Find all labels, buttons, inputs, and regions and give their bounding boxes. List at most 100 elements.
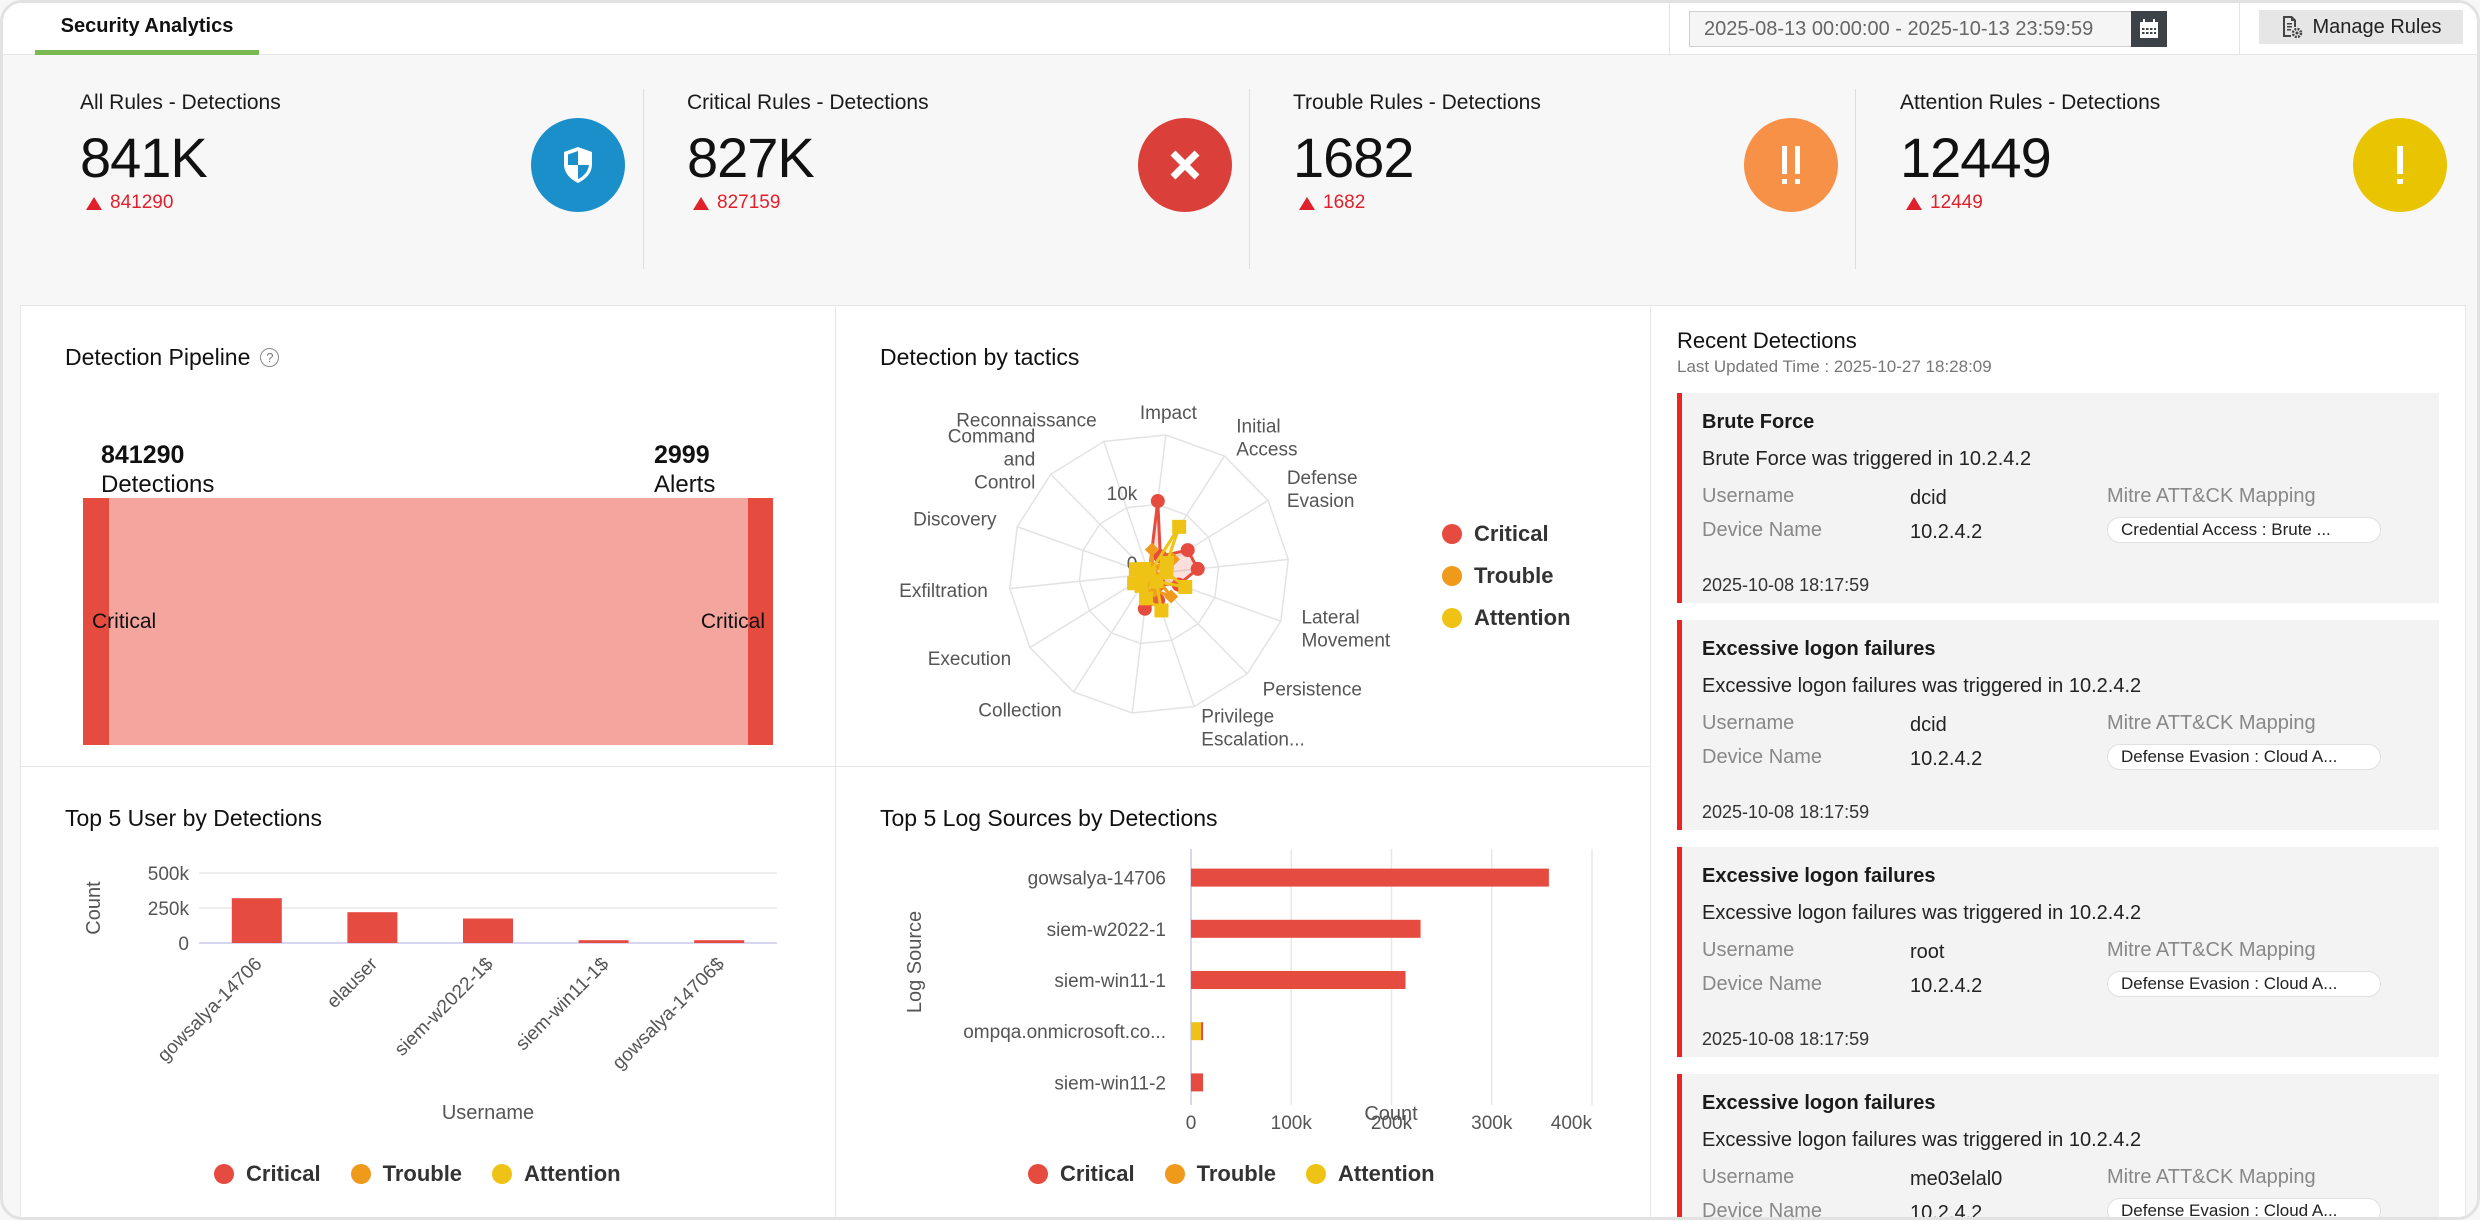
bar-critical[interactable] (578, 940, 629, 943)
device-name-value: 10.2.4.2 (1910, 975, 1983, 997)
legend-label: Attention (1338, 1161, 1435, 1186)
date-range-input[interactable]: 2025-08-13 00:00:00 - 2025-10-13 23:59:5… (1704, 17, 2094, 40)
shield-icon (531, 118, 625, 212)
detection-by-tactics-card: Detection by tactics Impact Initial Access… (835, 305, 1651, 767)
kpi-value: 827K (687, 126, 815, 189)
detection-pipeline-card: Detection Pipeline? 841290 Detections 29… (20, 305, 836, 767)
pipeline-right-label: Alerts (654, 471, 715, 498)
mitre-mapping-label: Mitre ATT&CK Mapping (2107, 485, 2316, 507)
username-value: dcid (1910, 714, 1947, 736)
bar-attention[interactable] (1191, 1022, 1202, 1041)
radar-tick-label: 10k (1107, 484, 1138, 505)
manage-rules-button[interactable]: Manage Rules (2259, 10, 2463, 44)
y-axis-label: Count (83, 881, 105, 935)
bar-critical[interactable] (1191, 868, 1549, 887)
top-log-sources-bar-chart: 0 100k 200k 300k 400k Count Log Source gowsalya… (904, 849, 1593, 1134)
help-icon[interactable]: ? (260, 348, 280, 367)
legend-label: Trouble (1196, 1161, 1277, 1186)
divider (1855, 89, 1856, 269)
close-icon (1138, 118, 1232, 212)
y-tick-label: siem-win11-1 (1054, 971, 1166, 992)
radar-point[interactable] (1139, 591, 1154, 606)
pipeline-right-node-label: Critical (701, 610, 765, 633)
kpi-attention-rules[interactable]: Attention Rules - Detections 12449 12449 (1900, 55, 2460, 305)
mitre-mapping-chip[interactable]: Defense Evasion : Cloud A... (2107, 971, 2381, 997)
legend-item-attention[interactable]: Attention (1442, 605, 1571, 631)
legend-dot (350, 1164, 371, 1184)
x-axis-label: Username (442, 1102, 534, 1124)
bar-critical[interactable] (1191, 1073, 1204, 1092)
pipeline-flow[interactable] (83, 498, 773, 745)
mitre-mapping-chip[interactable]: Defense Evasion : Cloud A... (2107, 744, 2381, 770)
pipeline-node-right[interactable] (748, 498, 773, 745)
radar-point[interactable] (1154, 603, 1169, 618)
radar-point[interactable] (1172, 519, 1187, 534)
top-sources-legend: Critical Trouble Attention (1028, 1161, 1435, 1187)
bar-critical[interactable] (1191, 971, 1406, 989)
bar-critical[interactable] (1191, 919, 1421, 938)
detection-item[interactable]: Excessive logon failures Excessive logon… (1677, 847, 2439, 1057)
radar-point[interactable] (1190, 561, 1205, 576)
username-label: Username (1702, 939, 1795, 961)
y-tick-label: siem-w2022-1 (1047, 920, 1166, 941)
y-tick-label: 500k (148, 864, 190, 885)
tab-security-analytics[interactable]: Security Analytics (35, 3, 259, 55)
bar-critical[interactable] (1201, 1022, 1204, 1041)
mitre-mapping-chip[interactable]: Defense Evasion : Cloud A... (2107, 1198, 2381, 1217)
legend-item-trouble[interactable]: Trouble (1164, 1161, 1277, 1187)
detection-time: 2025-10-08 18:17:59 (1702, 1029, 1870, 1049)
card-title: Top 5 User by Detections (65, 805, 322, 831)
date-range-picker[interactable]: 2025-08-13 00:00:00 - 2025-10-13 23:59:5… (1689, 11, 2167, 47)
document-gear-icon (2282, 16, 2302, 39)
radar-point[interactable] (1150, 494, 1165, 509)
radar-point[interactable] (1127, 576, 1142, 591)
radar-axis-label: Discovery (913, 509, 997, 530)
x-axis-label: Count (1364, 1103, 1418, 1125)
detection-item[interactable]: Excessive logon failures Excessive logon… (1677, 1074, 2439, 1217)
legend-item-critical[interactable]: Critical (1442, 521, 1571, 547)
detection-description: Brute Force was triggered in 10.2.4.2 (1702, 448, 2032, 470)
pipeline-node-left[interactable] (83, 498, 109, 745)
kpi-delta: 1682 (1299, 192, 1365, 214)
kpi-delta: 841290 (86, 192, 173, 214)
calendar-button[interactable] (2131, 11, 2167, 47)
legend-label: Trouble (1474, 563, 1554, 588)
kpi-trouble-rules[interactable]: Trouble Rules - Detections 1682 1682 (1293, 55, 1853, 305)
kpi-critical-rules[interactable]: Critical Rules - Detections 827K 827159 (687, 55, 1247, 305)
last-updated-time: Last Updated Time : 2025-10-27 18:28:09 (1677, 357, 1992, 376)
y-tick-label: siem-win11-2 (1054, 1073, 1166, 1094)
legend-item-critical[interactable]: Critical (214, 1161, 321, 1187)
legend-item-trouble[interactable]: Trouble (1442, 563, 1571, 589)
legend-item-critical[interactable]: Critical (1028, 1161, 1135, 1187)
card-title: Detection by tactics (880, 344, 1080, 370)
bar-critical[interactable] (347, 912, 398, 943)
card-title: Detection Pipeline? (65, 344, 280, 371)
radar-point[interactable] (1178, 579, 1193, 594)
bar-critical[interactable] (694, 940, 745, 943)
radar-grid-spoke (1050, 473, 1150, 575)
detection-item[interactable]: Brute Force Brute Force was triggered in… (1677, 393, 2439, 603)
legend-item-attention[interactable]: Attention (1306, 1161, 1435, 1187)
detection-name: Excessive logon failures (1702, 1092, 1936, 1114)
mitre-mapping-label: Mitre ATT&CK Mapping (2107, 1166, 2316, 1188)
radar-point[interactable] (1180, 543, 1195, 558)
legend-item-attention[interactable]: Attention (492, 1161, 621, 1187)
legend-label: Critical (1060, 1161, 1135, 1186)
bar-critical[interactable] (463, 918, 513, 944)
radar-point[interactable] (1142, 567, 1156, 581)
radar-grid-spoke (1072, 573, 1150, 693)
radar-grid-spoke (1016, 526, 1150, 575)
mitre-mapping-chip[interactable]: Credential Access : Brute ... (2107, 517, 2381, 543)
detection-name: Brute Force (1702, 411, 1815, 433)
x-tick-label: siem-win11-1$ (512, 953, 614, 1055)
radar-grid-spoke (1009, 573, 1150, 590)
kpi-all-rules[interactable]: All Rules - Detections 841K 841290 (80, 55, 640, 305)
radar-axis-label: Exfiltration (899, 581, 988, 602)
legend-item-trouble[interactable]: Trouble (350, 1161, 462, 1187)
bar-critical[interactable] (231, 898, 282, 943)
x-tick-label: elauser (323, 953, 382, 1012)
kpi-delta: 827159 (693, 192, 780, 214)
detection-item[interactable]: Excessive logon failures Excessive logon… (1677, 620, 2439, 830)
calendar-icon (2140, 19, 2158, 38)
top-log-sources-card: Top 5 Log Sources by Detections 0 100k 200… (835, 766, 1651, 1217)
